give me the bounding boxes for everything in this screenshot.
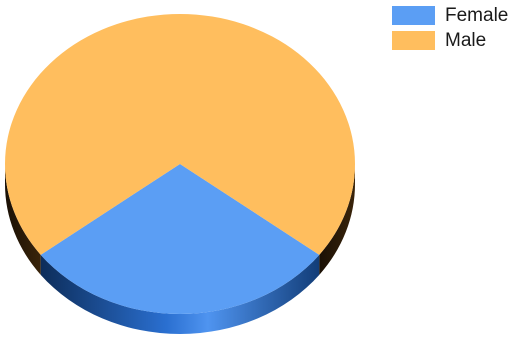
pie-side-male (319, 164, 355, 275)
legend-label-female: Female (445, 4, 509, 26)
pie-side-male (5, 164, 41, 275)
legend-label-male: Male (445, 29, 487, 51)
pie-slice-female (40, 164, 320, 315)
legend-swatch-male (392, 30, 435, 50)
legend-item-male: Male (392, 28, 508, 52)
chart-legend: Female Male (392, 3, 508, 53)
legend-swatch-female (392, 5, 435, 25)
legend-item-female: Female (392, 3, 508, 27)
pie-side-female (40, 254, 320, 334)
pie-slice-male (4, 14, 355, 255)
